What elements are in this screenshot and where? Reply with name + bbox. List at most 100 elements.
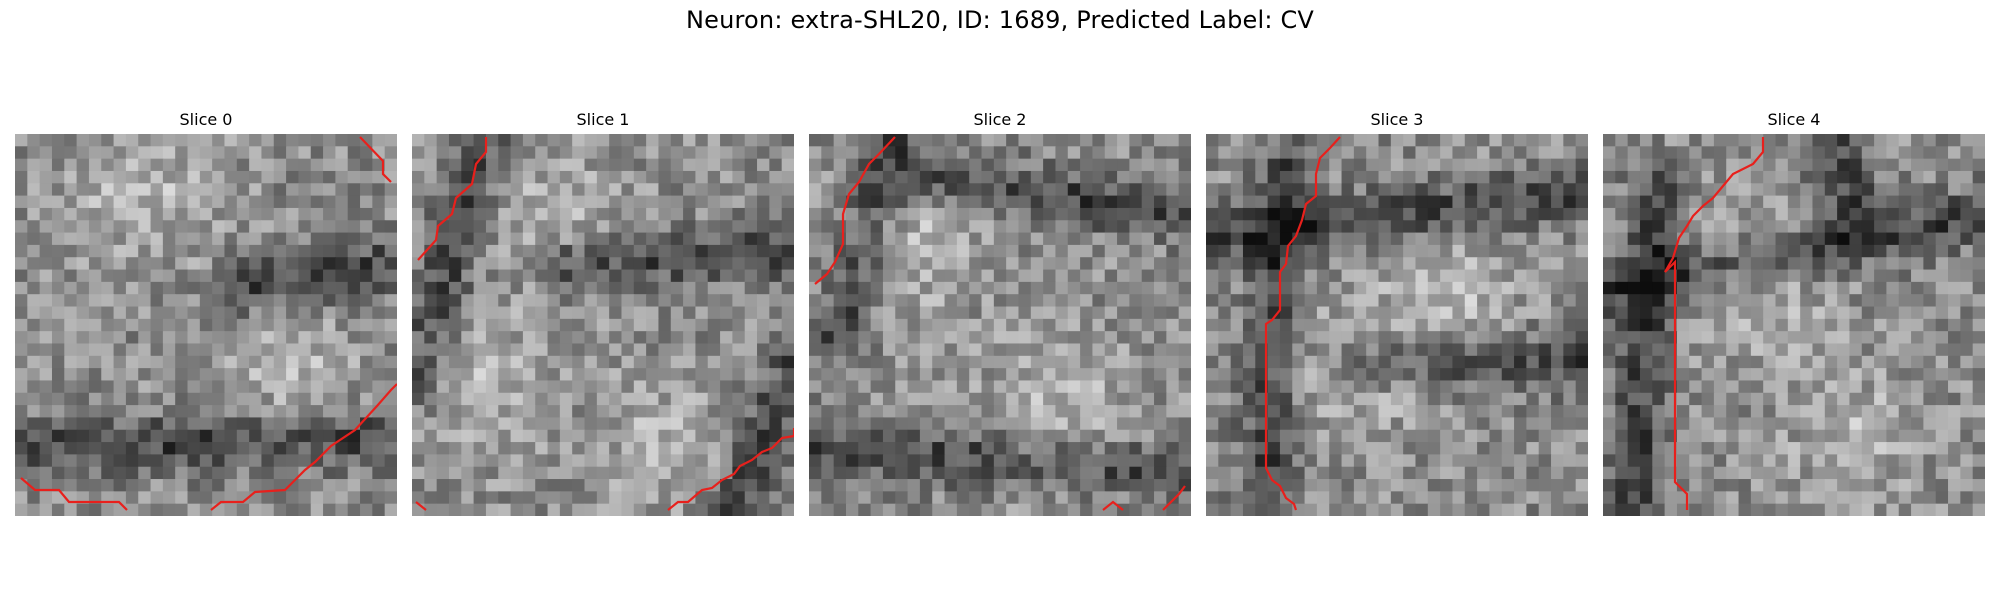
texture-pixel	[1242, 503, 1256, 516]
texture-pixel	[187, 392, 201, 406]
texture-pixel	[162, 491, 176, 505]
texture-pixel	[1030, 405, 1044, 419]
texture-pixel	[1898, 442, 1912, 455]
texture-pixel	[944, 220, 958, 234]
texture-pixel	[1104, 195, 1118, 209]
texture-pixel	[224, 257, 238, 271]
texture-pixel	[633, 442, 647, 455]
texture-pixel	[1154, 158, 1167, 172]
texture-pixel	[956, 503, 970, 516]
texture-pixel	[1911, 331, 1924, 345]
texture-pixel	[1255, 306, 1269, 320]
figure-title: Neuron: extra-SHL20, ID: 1689, Predicted…	[685, 6, 1315, 34]
texture-pixel	[1960, 269, 1974, 283]
texture-pixel	[769, 331, 783, 345]
texture-pixel	[969, 232, 983, 246]
texture-pixel	[39, 281, 53, 295]
texture-pixel	[1452, 503, 1466, 516]
texture-pixel	[757, 281, 770, 295]
texture-pixel	[1489, 294, 1503, 308]
texture-pixel	[1129, 429, 1143, 443]
texture-pixel	[522, 244, 536, 258]
texture-pixel	[1267, 479, 1281, 492]
texture-pixel	[360, 368, 373, 382]
texture-pixel	[335, 195, 349, 209]
slice-image-4	[1603, 134, 1985, 516]
texture-pixel	[1514, 429, 1527, 443]
texture-pixel	[1664, 491, 1678, 505]
texture-pixel	[64, 442, 78, 455]
texture-pixel	[1738, 244, 1752, 258]
texture-pixel	[882, 207, 896, 221]
texture-pixel	[522, 134, 536, 147]
texture-pixel	[1664, 207, 1678, 221]
texture-pixel	[372, 318, 386, 332]
texture-pixel	[1615, 442, 1629, 455]
texture-pixel	[1043, 479, 1057, 492]
texture-pixel	[1972, 466, 1985, 480]
texture-pixel	[1652, 454, 1666, 468]
texture-pixel	[1067, 392, 1081, 406]
texture-pixel	[436, 183, 450, 197]
texture-pixel	[27, 170, 41, 184]
texture-pixel	[485, 294, 499, 308]
texture-pixel	[1701, 491, 1715, 505]
texture-pixel	[845, 331, 859, 345]
texture-pixel	[1092, 331, 1106, 345]
texture-pixel	[572, 257, 586, 271]
texture-pixel	[1316, 479, 1330, 492]
texture-pixel	[621, 491, 635, 505]
texture-pixel	[670, 405, 684, 419]
texture-pixel	[1948, 269, 1961, 283]
texture-pixel	[1615, 479, 1629, 492]
texture-pixel	[1427, 195, 1441, 209]
texture-pixel	[993, 429, 1007, 443]
texture-pixel	[436, 257, 450, 271]
texture-pixel	[833, 134, 847, 147]
texture-pixel	[372, 466, 386, 480]
texture-pixel	[39, 269, 53, 283]
texture-pixel	[1452, 392, 1466, 406]
texture-pixel	[1849, 479, 1863, 492]
texture-pixel	[609, 466, 623, 480]
texture-pixel	[1279, 466, 1293, 480]
texture-pixel	[1043, 442, 1057, 455]
texture-pixel	[323, 429, 336, 443]
texture-pixel	[64, 318, 78, 332]
texture-pixel	[907, 257, 921, 271]
texture-pixel	[1230, 232, 1244, 246]
texture-pixel	[769, 380, 783, 394]
texture-pixel	[845, 220, 859, 234]
texture-pixel	[584, 491, 598, 505]
texture-pixel	[113, 134, 127, 147]
texture-pixel	[1378, 355, 1392, 369]
texture-pixel	[1178, 318, 1191, 332]
texture-pixel	[1935, 220, 1949, 234]
texture-pixel	[473, 269, 487, 283]
texture-pixel	[212, 294, 226, 308]
texture-pixel	[1526, 244, 1540, 258]
texture-pixel	[1206, 429, 1219, 443]
texture-pixel	[1861, 257, 1875, 271]
texture-pixel	[1154, 134, 1167, 147]
texture-pixel	[1440, 306, 1454, 320]
texture-pixel	[1526, 183, 1540, 197]
texture-pixel	[1464, 417, 1478, 431]
texture-pixel	[769, 232, 783, 246]
texture-pixel	[1514, 343, 1527, 357]
texture-pixel	[212, 318, 226, 332]
texture-pixel	[1874, 281, 1888, 295]
texture-pixel	[498, 479, 512, 492]
texture-pixel	[732, 318, 746, 332]
texture-pixel	[498, 392, 512, 406]
texture-pixel	[273, 503, 287, 516]
texture-pixel	[1935, 442, 1949, 455]
texture-pixel	[1526, 158, 1540, 172]
texture-pixel	[522, 207, 536, 221]
texture-pixel	[51, 392, 65, 406]
texture-pixel	[1701, 331, 1715, 345]
texture-pixel	[76, 257, 90, 271]
texture-pixel	[845, 417, 859, 431]
texture-pixel	[1353, 392, 1367, 406]
texture-pixel	[1218, 343, 1232, 357]
